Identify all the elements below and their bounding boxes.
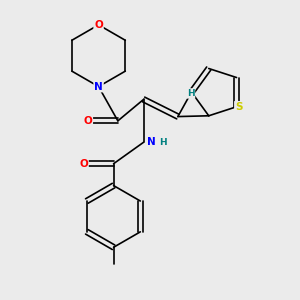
Text: O: O	[83, 116, 92, 126]
Text: O: O	[79, 159, 88, 169]
Text: S: S	[235, 102, 242, 112]
Text: N: N	[94, 82, 103, 92]
Text: N: N	[147, 137, 156, 147]
Text: H: H	[160, 138, 167, 147]
Text: H: H	[187, 89, 194, 98]
Text: O: O	[94, 20, 103, 30]
